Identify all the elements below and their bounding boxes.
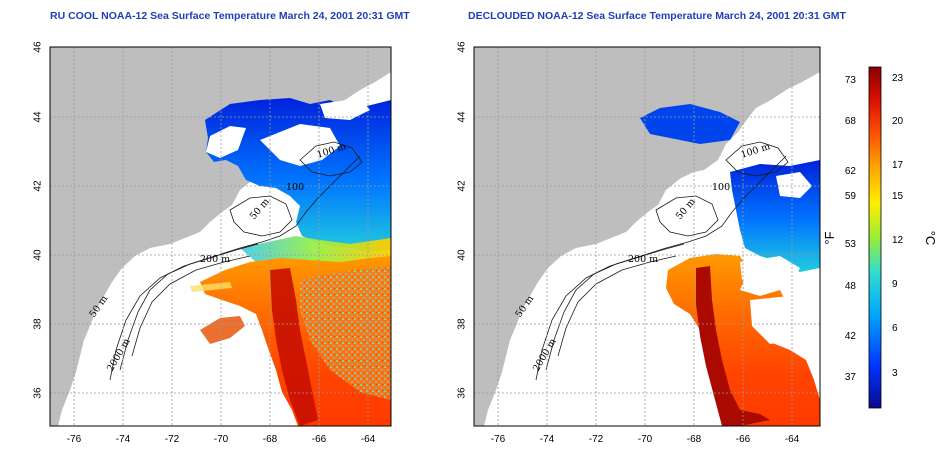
f-tick-label: 68 [845, 116, 857, 127]
celsius-unit-label: °C [923, 231, 938, 246]
right-map [474, 47, 820, 426]
right-x-axis: -76 -74 -72 -70 -68 -66 -64 [491, 434, 800, 445]
left-cold-water [205, 98, 391, 252]
left-frame [49, 46, 392, 427]
c-tick-label: 9 [892, 279, 898, 290]
fahrenheit-unit-label: °F [822, 231, 837, 244]
contour-label: 100 [712, 182, 730, 193]
colorbar: 73 68 62 59 53 48 42 37 23 20 17 15 12 9… [822, 66, 938, 409]
right-cold-water [640, 104, 740, 144]
right-y-axis: 46 44 42 40 38 36 [457, 41, 468, 399]
left-land [50, 47, 391, 426]
x-tick-label: -74 [540, 434, 555, 445]
left-map [50, 47, 391, 426]
y-tick-label: 40 [457, 249, 468, 261]
y-tick-label: 42 [33, 180, 44, 192]
x-tick-label: -74 [116, 434, 131, 445]
c-tick-label: 3 [892, 368, 898, 379]
c-tick-label: 6 [892, 323, 898, 334]
left-x-axis: -76 -74 -72 -70 -68 -66 -64 [67, 434, 376, 445]
y-tick-label: 44 [457, 111, 468, 123]
y-tick-label: 36 [457, 387, 468, 399]
right-isobaths [535, 141, 789, 381]
y-tick-label: 38 [33, 318, 44, 330]
f-tick-label: 37 [845, 372, 857, 383]
c-tick-label: 17 [892, 160, 904, 171]
f-tick-label: 48 [845, 281, 857, 292]
y-tick-label: 42 [457, 180, 468, 192]
y-tick-label: 40 [33, 249, 44, 261]
x-tick-label: -68 [687, 434, 702, 445]
f-tick-label: 59 [845, 191, 857, 202]
x-tick-label: -64 [785, 434, 800, 445]
contour-label: 100 [286, 182, 304, 193]
y-tick-label: 46 [33, 41, 44, 53]
left-y-axis: 46 44 42 40 38 36 [33, 41, 44, 399]
y-tick-label: 46 [457, 41, 468, 53]
x-tick-label: -76 [491, 434, 506, 445]
right-frame [473, 46, 821, 427]
left-grid [50, 47, 391, 426]
c-tick-label: 23 [892, 73, 904, 84]
f-tick-label: 53 [845, 239, 857, 250]
right-panel-title: DECLOUDED NOAA-12 Sea Surface Temperatur… [468, 10, 846, 22]
colorbar-gradient [868, 66, 882, 409]
x-tick-label: -72 [165, 434, 180, 445]
left-isobaths [109, 141, 363, 381]
x-tick-label: -66 [312, 434, 327, 445]
c-tick-label: 15 [892, 191, 904, 202]
x-tick-label: -72 [589, 434, 604, 445]
c-tick-label: 20 [892, 116, 904, 127]
left-panel-title: RU COOL NOAA-12 Sea Surface Temperature … [50, 10, 410, 22]
right-grid [474, 47, 820, 426]
y-tick-label: 36 [33, 387, 44, 399]
c-tick-label: 12 [892, 235, 904, 246]
contour-label: 200 m [628, 254, 658, 265]
y-tick-label: 44 [33, 111, 44, 123]
x-tick-label: -76 [67, 434, 82, 445]
x-tick-label: -70 [638, 434, 653, 445]
celsius-ticks: 23 20 17 15 12 9 6 3 [892, 73, 904, 379]
f-tick-label: 73 [845, 75, 857, 86]
fahrenheit-ticks: 73 68 62 59 53 48 42 37 [845, 75, 857, 383]
x-tick-label: -64 [361, 434, 376, 445]
contour-label: 200 m [200, 254, 230, 265]
f-tick-label: 62 [845, 166, 857, 177]
x-tick-label: -70 [214, 434, 229, 445]
y-tick-label: 38 [457, 318, 468, 330]
f-tick-label: 42 [845, 331, 857, 342]
right-land [474, 47, 820, 426]
x-tick-label: -66 [736, 434, 751, 445]
x-tick-label: -68 [263, 434, 278, 445]
